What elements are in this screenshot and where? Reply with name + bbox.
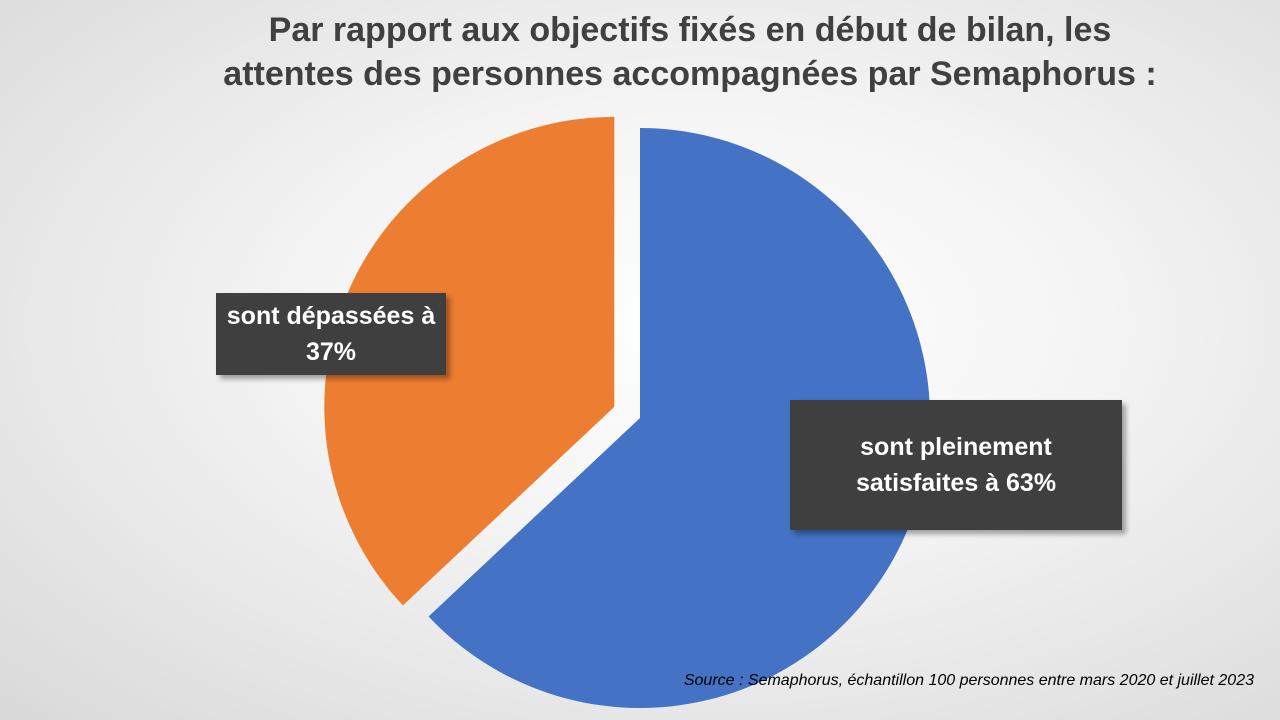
chart-title: Par rapport aux objectifs fixés en début… — [223, 11, 1157, 93]
data-label-fully-satisfied: sont pleinement satisfaites à 63% — [790, 400, 1122, 530]
pie-slice-1 — [324, 116, 615, 606]
data-label-exceeded: sont dépassées à 37% — [216, 293, 446, 375]
source-note: Source : Semaphorus, échantillon 100 per… — [683, 672, 1254, 689]
pie-slice-0 — [428, 128, 931, 709]
